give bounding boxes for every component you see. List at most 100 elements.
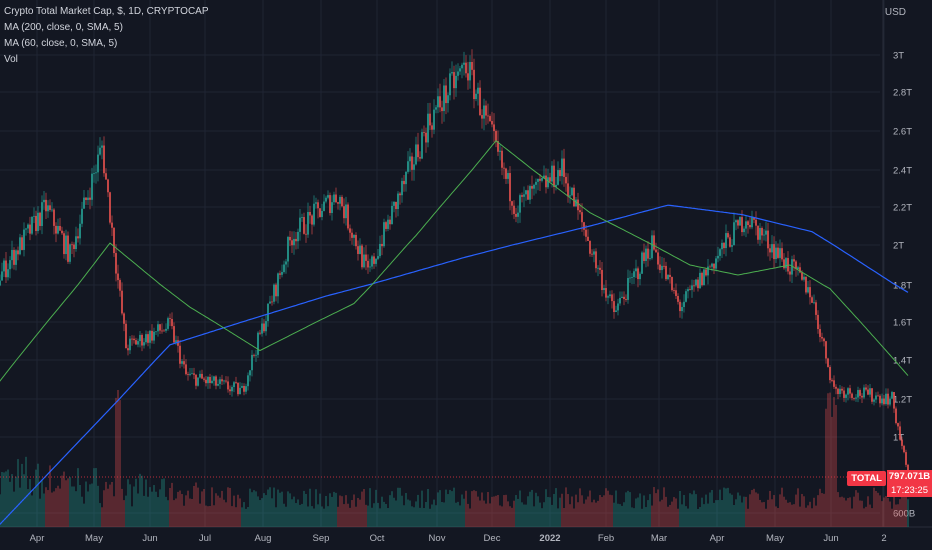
volume-bar: [215, 493, 217, 527]
volume-bar: [603, 495, 605, 527]
candle-body: [455, 75, 457, 89]
candle-body: [217, 383, 219, 386]
volume-bar: [45, 487, 47, 527]
candle-body: [25, 228, 27, 230]
candle-body: [177, 340, 179, 346]
volume-bar: [167, 500, 169, 527]
volume-bar: [7, 469, 9, 527]
candle-body: [59, 225, 61, 231]
volume-bar: [145, 479, 147, 527]
volume-bar: [775, 506, 777, 527]
volume-bar: [289, 493, 291, 527]
volume-bar: [423, 508, 425, 527]
currency-label[interactable]: USD: [884, 7, 906, 18]
volume-bar: [851, 508, 853, 527]
candle-body: [405, 171, 407, 185]
volume-bar: [839, 497, 841, 527]
candle-body: [651, 235, 653, 259]
candle-body: [337, 202, 339, 204]
volume-bar: [147, 496, 149, 527]
candle-body: [675, 290, 677, 296]
volume-bar: [323, 508, 325, 527]
candle-body: [485, 105, 487, 116]
volume-bar: [273, 487, 275, 527]
volume-bar: [401, 495, 403, 527]
volume-bar: [277, 489, 279, 527]
volume-bar: [663, 487, 665, 527]
volume-bar: [637, 497, 639, 527]
volume-bar: [39, 498, 41, 527]
volume-bar: [627, 490, 629, 527]
volume-bar: [155, 491, 157, 527]
volume-bar: [685, 506, 687, 527]
volume-bar: [119, 400, 121, 527]
volume-bar: [873, 487, 875, 527]
candle-body: [225, 380, 227, 382]
volume-bar: [105, 481, 107, 527]
candle-body: [827, 358, 829, 367]
candle-body: [365, 254, 367, 261]
volume-bar: [65, 480, 67, 527]
candle-body: [433, 109, 435, 130]
candle-body: [203, 378, 205, 380]
volume-bar: [573, 508, 575, 527]
candle-body: [803, 276, 805, 280]
candle-body: [649, 258, 651, 260]
candle-body: [619, 297, 621, 304]
candle-body: [7, 269, 9, 278]
candle-body: [585, 229, 587, 237]
volume-bar: [677, 508, 679, 527]
candle-body: [215, 376, 217, 386]
volume-bar: [675, 498, 677, 527]
volume-bar: [613, 502, 615, 527]
volume-bar: [53, 491, 55, 527]
volume-bar: [221, 490, 223, 527]
volume-bar: [37, 463, 39, 527]
candle-body: [263, 323, 265, 332]
candle-body: [449, 73, 451, 96]
volume-bar: [717, 500, 719, 527]
candle-body: [127, 348, 129, 351]
volume-bar: [223, 499, 225, 527]
candle-body: [335, 194, 337, 203]
volume-bar: [171, 482, 173, 527]
candle-body: [313, 203, 315, 225]
candle-body: [875, 395, 877, 400]
candle-body: [737, 220, 739, 226]
candle-body: [311, 215, 313, 225]
volume-bar: [69, 477, 71, 527]
volume-bar: [295, 503, 297, 527]
candle-body: [143, 342, 145, 346]
volume-bar: [745, 496, 747, 527]
candle-body: [33, 215, 35, 217]
volume-bar: [61, 475, 63, 527]
candle-body: [637, 268, 639, 280]
volume-bar: [127, 479, 129, 527]
volume-bar: [149, 487, 151, 527]
candle-body: [869, 388, 871, 395]
volume-bar: [587, 496, 589, 527]
volume-bar: [227, 487, 229, 527]
candle-body: [27, 224, 29, 229]
candle-body: [741, 217, 743, 233]
volume-bar: [463, 498, 465, 527]
candle-body: [219, 379, 221, 384]
volume-bar: [243, 502, 245, 527]
candle-body: [603, 288, 605, 291]
volume-bar: [597, 500, 599, 527]
volume-bar: [553, 493, 555, 527]
candle-body: [67, 235, 69, 262]
volume-bar: [83, 503, 85, 527]
volume-bar: [639, 493, 641, 527]
volume-bar: [895, 504, 897, 527]
candle-body: [459, 68, 461, 72]
volume-bar: [889, 501, 891, 527]
volume-bar: [781, 487, 783, 527]
volume-bar: [461, 494, 463, 527]
candle-body: [393, 201, 395, 206]
candle-body: [31, 216, 33, 234]
candle-body: [357, 246, 359, 254]
volume-bar: [189, 498, 191, 527]
candle-body: [165, 328, 167, 331]
